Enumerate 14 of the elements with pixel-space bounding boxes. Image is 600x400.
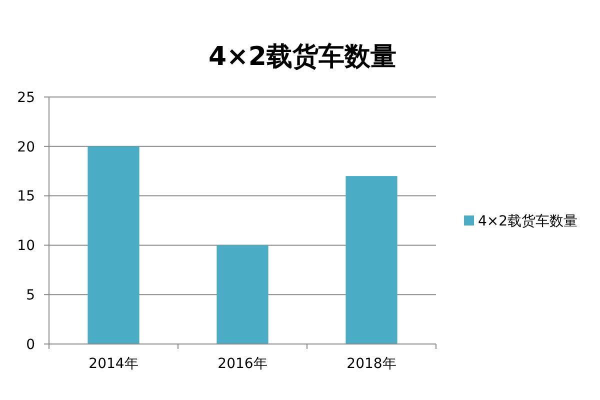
bar [88, 146, 140, 344]
x-tick-label: 2018年 [346, 356, 396, 372]
bar [346, 176, 398, 344]
y-tick-label: 10 [17, 238, 35, 254]
bar [216, 245, 268, 344]
legend-label: 4×2载货车数量 [478, 213, 578, 230]
chart-title: 4×2载货车数量 [208, 42, 396, 72]
y-tick-label: 25 [17, 90, 35, 106]
x-tick-label: 2014年 [88, 356, 138, 372]
y-tick-label: 0 [26, 336, 35, 353]
y-tick-label: 15 [17, 188, 35, 205]
x-tick-label: 2016年 [218, 356, 268, 372]
y-tick-label: 20 [17, 139, 35, 156]
y-tick-label: 5 [26, 288, 35, 304]
